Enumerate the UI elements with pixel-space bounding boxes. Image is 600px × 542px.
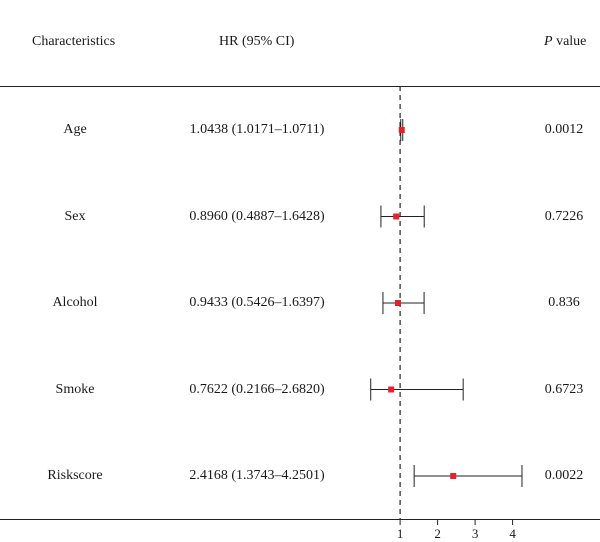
row-name: Age (63, 122, 87, 137)
x-tick-label: 1 (397, 526, 404, 541)
row-hr-ci: 0.8960 (0.4887–1.6428) (189, 208, 325, 224)
row-p-value: 0.836 (548, 295, 580, 310)
row-name: Alcohol (52, 295, 98, 310)
row-p-value: 0.0022 (544, 468, 584, 483)
row-name: Smoke (55, 381, 95, 397)
row-hr-ci: 1.0438 (1.0171–1.0711) (189, 122, 325, 137)
hr-point (393, 213, 400, 220)
hr-point (398, 127, 405, 133)
row-p-value: 0.7226 (544, 208, 584, 224)
header-rule (0, 86, 600, 87)
header-characteristics: Characteristics (32, 34, 116, 49)
x-tick-label: 2 (434, 526, 441, 541)
hr-point (450, 473, 457, 479)
row-name: Riskscore (47, 468, 103, 483)
row-p-value: 0.6723 (544, 381, 584, 397)
row-hr-ci: 0.9433 (0.5426–1.6397) (189, 295, 325, 310)
header-p-italic: P (544, 34, 553, 49)
header-hr: HR (95% CI) (219, 34, 295, 49)
x-tick-label: 3 (472, 526, 479, 541)
row-hr-ci: 0.7622 (0.2166–2.6820) (189, 381, 325, 397)
row-hr-ci: 2.4168 (1.3743–4.2501) (189, 468, 325, 483)
x-tick-label: 4 (509, 526, 516, 541)
header-p-value: P value (544, 34, 586, 50)
hr-point (388, 386, 395, 393)
bottom-rule (0, 519, 600, 520)
row-name: Sex (64, 208, 86, 224)
hr-point (394, 300, 401, 306)
row-p-value: 0.0012 (544, 122, 584, 137)
header-p-rest: value (552, 34, 587, 49)
